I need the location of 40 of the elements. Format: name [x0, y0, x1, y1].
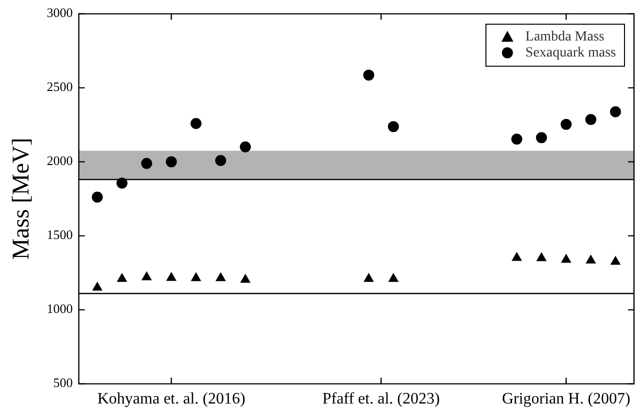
point: [585, 114, 596, 125]
point: [536, 132, 547, 144]
point: [388, 273, 398, 282]
point: [240, 274, 250, 283]
y-tick-label: 1500: [46, 227, 73, 242]
point: [364, 273, 374, 282]
y-tick-label: 2000: [46, 153, 73, 168]
point: [586, 255, 596, 264]
x-tick-label: Grigorian H. (2007): [502, 390, 630, 408]
point: [610, 106, 621, 118]
point: [166, 272, 176, 281]
point: [190, 118, 202, 129]
legend-label: Sexaquark mass: [525, 45, 616, 60]
point: [191, 272, 201, 282]
x-tick-label: Pfaff et. al. (2023): [322, 390, 440, 408]
point: [117, 273, 127, 282]
point: [166, 156, 177, 168]
point: [512, 252, 522, 261]
point: [610, 256, 620, 265]
point: [388, 121, 399, 132]
point: [536, 252, 546, 262]
point: [92, 192, 103, 203]
point: [240, 141, 251, 152]
point: [215, 154, 226, 166]
point: [141, 158, 152, 169]
point: [216, 272, 226, 282]
y-tick-label: 2500: [46, 79, 73, 94]
point: [116, 178, 128, 189]
legend-label: Lambda Mass: [525, 29, 604, 44]
point: [511, 134, 522, 145]
point: [561, 254, 571, 263]
y-tick-label: 1000: [46, 301, 73, 316]
point: [560, 118, 572, 130]
x-tick-label: Kohyama et. al. (2016): [97, 390, 246, 408]
point: [363, 70, 374, 81]
point: [92, 282, 102, 291]
y-axis-title: Mass [MeV]: [8, 138, 35, 260]
y-tick-label: 500: [53, 375, 73, 390]
y-tick-label: 3000: [46, 5, 73, 20]
point: [142, 272, 152, 280]
